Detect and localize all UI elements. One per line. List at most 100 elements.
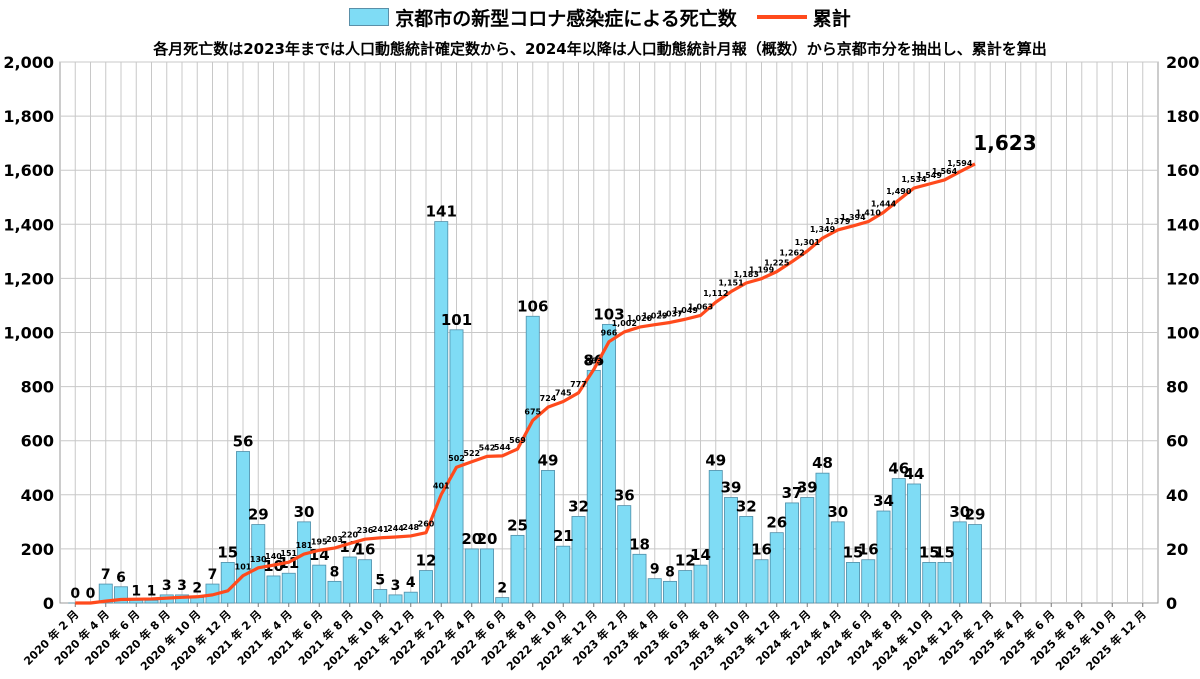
cumulative-point-label: 777: [570, 380, 587, 389]
bar: [434, 221, 449, 604]
bar-value-label: 6: [116, 570, 126, 586]
bar-value-label: 141: [426, 203, 457, 221]
bar-value-label: 20: [477, 530, 498, 548]
y-left-tick-label: 0: [43, 594, 54, 613]
bar: [861, 559, 876, 604]
bar-value-label: 37: [782, 484, 803, 502]
cumulative-point-label: 1,349: [810, 225, 836, 234]
bar: [266, 575, 281, 604]
cumulative-point-label: 724: [540, 394, 557, 403]
cumulative-point-label: 1,444: [871, 199, 897, 208]
bar: [373, 589, 388, 604]
y-left-tick-label: 400: [21, 486, 54, 505]
bar-value-label: 34: [873, 492, 894, 510]
bar: [952, 521, 967, 604]
y-right-tick-label: 80: [1166, 378, 1188, 397]
cumulative-point-label: 1,594: [947, 159, 973, 168]
bar-value-label: 2: [497, 581, 507, 597]
bar-value-label: 12: [675, 552, 696, 570]
y-right-tick-label: 60: [1166, 432, 1188, 451]
bar-value-label: 39: [797, 479, 818, 497]
bar-value-label: 46: [888, 460, 909, 478]
bar: [495, 597, 510, 604]
bar: [312, 564, 327, 604]
y-left-tick-label: 1,800: [3, 107, 54, 126]
legend-label-cumulative: 累計: [812, 7, 851, 30]
bar-value-label: 1: [147, 583, 157, 599]
bar-value-label: 7: [101, 567, 111, 583]
cumulative-point-label: 1,151: [718, 279, 744, 288]
bar: [571, 516, 586, 604]
cumulative-point-label: 542: [479, 443, 496, 452]
cumulative-point-label: 1,020: [627, 314, 653, 323]
bar: [586, 369, 601, 604]
bar-value-label: 48: [812, 454, 833, 472]
cumulative-point-label: 195: [311, 537, 328, 546]
chart-subtitle: 各月死亡数は2023年までは人口動態統計確定数から、2024年以降は人口動態統計…: [153, 40, 1047, 58]
legend-swatch-line: [756, 15, 807, 19]
bar: [922, 562, 937, 604]
y-right-tick-label: 20: [1166, 540, 1188, 559]
bar-value-label: 49: [538, 451, 559, 469]
bar-value-label: 49: [705, 451, 726, 469]
bar-value-label: 0: [70, 586, 80, 602]
bar: [251, 524, 266, 604]
cumulative-point-label: 241: [372, 525, 389, 534]
cumulative-point-label: 1,002: [612, 319, 637, 328]
bar-value-label: 30: [949, 503, 970, 521]
bar-value-label: 8: [330, 564, 340, 580]
cumulative-point-label: 220: [341, 530, 358, 539]
bar-value-label: 36: [614, 487, 635, 505]
bar-value-label: 3: [391, 578, 401, 594]
cumulative-point-label: 966: [601, 329, 618, 338]
bar-value-label: 86: [583, 351, 604, 369]
y-right-tick-label: 140: [1166, 215, 1199, 234]
cumulative-point-label: 502: [448, 454, 465, 463]
cumulative-point-label: 260: [418, 520, 435, 529]
bar: [419, 570, 433, 604]
bar-value-label: 16: [858, 541, 879, 559]
cumulative-point-label: 101: [235, 563, 252, 572]
cumulative-point-label: 1,049: [673, 306, 699, 315]
y-right-tick-label: 40: [1166, 486, 1188, 505]
bar-value-label: 56: [233, 433, 254, 451]
bar: [480, 548, 494, 604]
bar: [800, 497, 815, 604]
cumulative-point-label: 401: [433, 482, 450, 491]
cumulative-point-label: 544: [494, 443, 511, 452]
cumulative-point-label: 675: [524, 407, 541, 416]
bar: [297, 521, 311, 604]
cumulative-point-label: 130: [250, 555, 267, 564]
bar-value-label: 8: [665, 564, 675, 580]
y-right-tick-label: 0: [1166, 594, 1177, 613]
bar: [830, 521, 845, 604]
bar-value-label: 14: [690, 546, 711, 564]
cumulative-point-label: 1,394: [840, 213, 866, 222]
bar: [708, 470, 723, 604]
bar-value-label: 30: [294, 503, 315, 521]
bar-value-label: 32: [736, 497, 757, 515]
bar-value-label: 16: [355, 541, 376, 559]
bar-value-label: 16: [751, 541, 772, 559]
bar: [556, 545, 571, 604]
cumulative-point-label: 1,301: [795, 238, 821, 247]
bar: [846, 562, 860, 604]
y-left-tick-label: 1,600: [3, 161, 54, 180]
cumulative-line: [75, 162, 976, 605]
bar-value-label: 15: [919, 543, 940, 561]
cumulative-point-label: 1,029: [642, 312, 668, 321]
cumulative-point-label: 1,262: [779, 249, 804, 258]
bar: [525, 315, 540, 604]
cumulative-point-label: 1,490: [886, 187, 912, 196]
cumulative-point-label: 1,549: [917, 171, 943, 180]
bar-value-label: 30: [827, 503, 848, 521]
cumulative-point-label: 522: [463, 449, 480, 458]
y-left-tick-label: 1,200: [3, 269, 54, 288]
bar-value-label: 106: [517, 297, 548, 315]
bar: [785, 502, 799, 604]
bar-value-label: 5: [375, 572, 385, 588]
cumulative-point-label: 1,037: [657, 309, 682, 318]
cumulative-point-label: 203: [326, 535, 343, 544]
bar: [358, 559, 372, 604]
bar: [464, 548, 479, 604]
